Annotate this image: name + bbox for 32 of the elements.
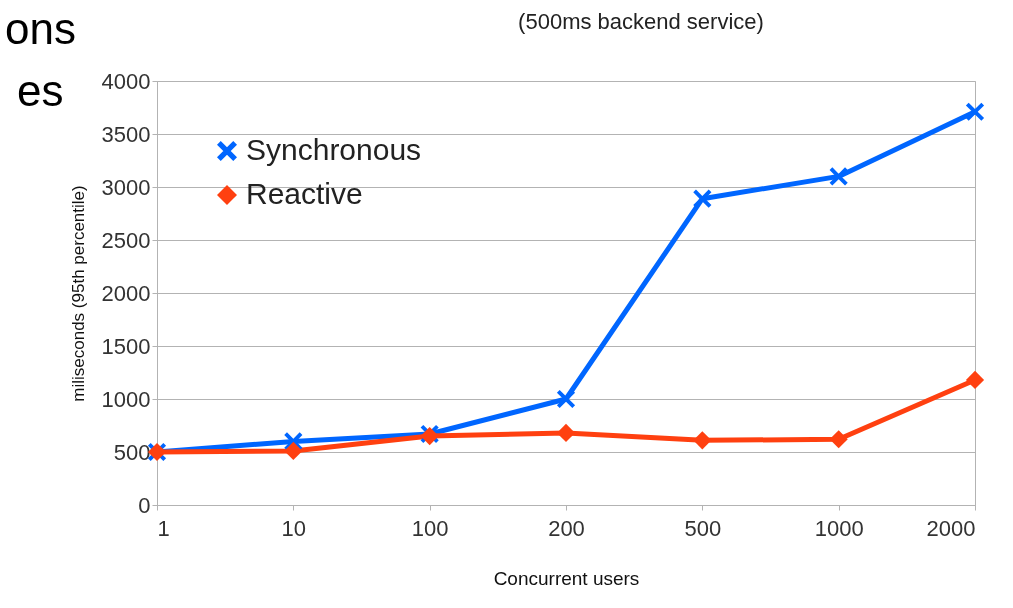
- point: [284, 441, 303, 461]
- point: [556, 389, 576, 409]
- y-tick-label: 2000: [101, 280, 151, 306]
- x-tick-label: 1: [157, 515, 170, 541]
- x-tick-label: 10: [281, 515, 307, 541]
- point: [556, 423, 576, 442]
- x-tick-label: 500: [684, 515, 722, 541]
- x-axis-title: Concurrent users: [493, 567, 640, 589]
- point: [829, 167, 848, 186]
- point: [693, 431, 712, 450]
- text: es: [17, 66, 64, 115]
- legend-label: Reactive: [246, 177, 363, 210]
- y-tick-label: 4000: [101, 68, 151, 94]
- point: [965, 370, 985, 389]
- y-axis-title: miliseconds (95th percentile): [68, 185, 88, 402]
- y-tick-label: 500: [113, 439, 151, 465]
- y-tick-label: 0: [138, 492, 151, 518]
- point: [693, 189, 712, 208]
- y-tick-label: 3500: [101, 121, 151, 147]
- y-tick-label: 2500: [101, 227, 151, 253]
- legend-label: Synchronous: [246, 133, 422, 166]
- chart-title: (500ms backend service): [518, 9, 764, 34]
- x-tick-label: 100: [411, 515, 449, 541]
- text: ons: [5, 4, 76, 53]
- y-tick-label: 3000: [101, 174, 151, 200]
- point: [965, 102, 985, 121]
- x-tick-label: 1000: [814, 515, 864, 541]
- x-tick-label: 2000: [926, 515, 976, 541]
- point: [829, 430, 848, 449]
- y-tick-label: 1500: [101, 333, 151, 359]
- y-tick-label: 1000: [101, 386, 151, 412]
- x-tick-label: 200: [548, 515, 585, 541]
